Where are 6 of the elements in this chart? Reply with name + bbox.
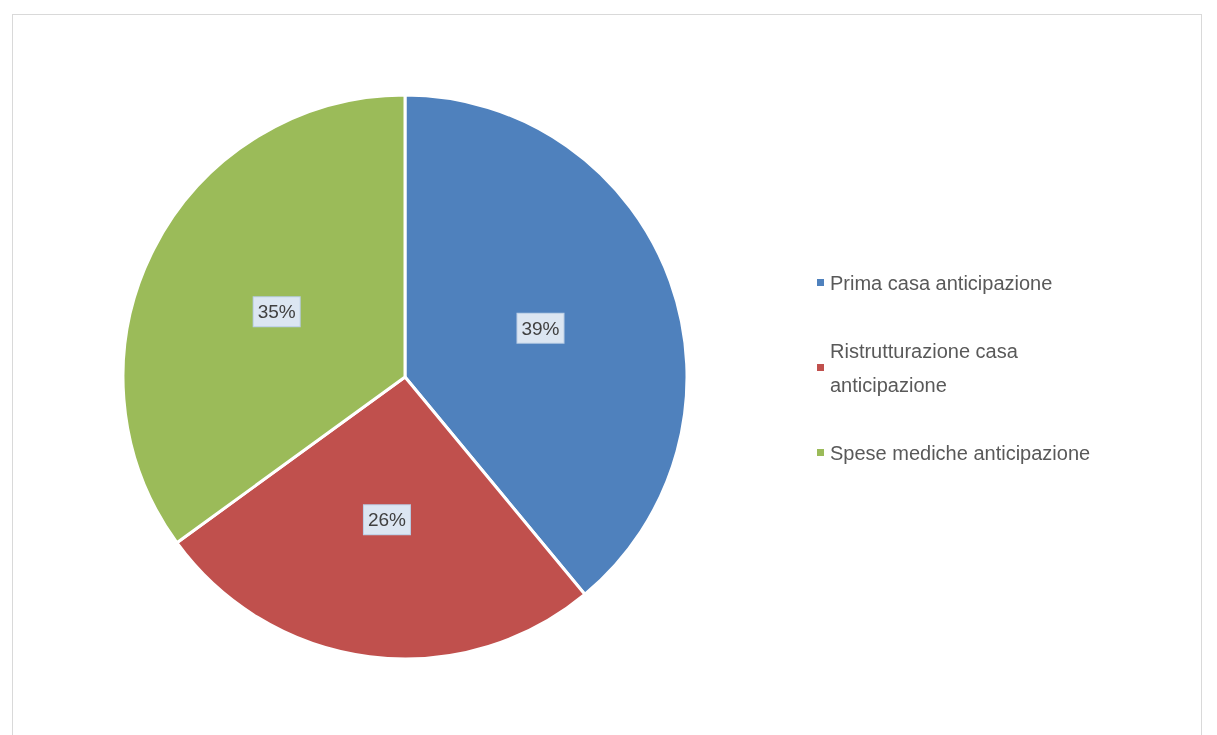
data-label: 39% <box>521 317 560 339</box>
legend-label: Spese mediche anticipazione <box>830 441 1091 464</box>
data-label: 35% <box>257 301 296 323</box>
data-label: 26% <box>367 509 407 531</box>
legend-label: Ristrutturazione casa anticipazione <box>830 339 1024 396</box>
legend-label: Prima casa anticipazione <box>830 271 1053 294</box>
